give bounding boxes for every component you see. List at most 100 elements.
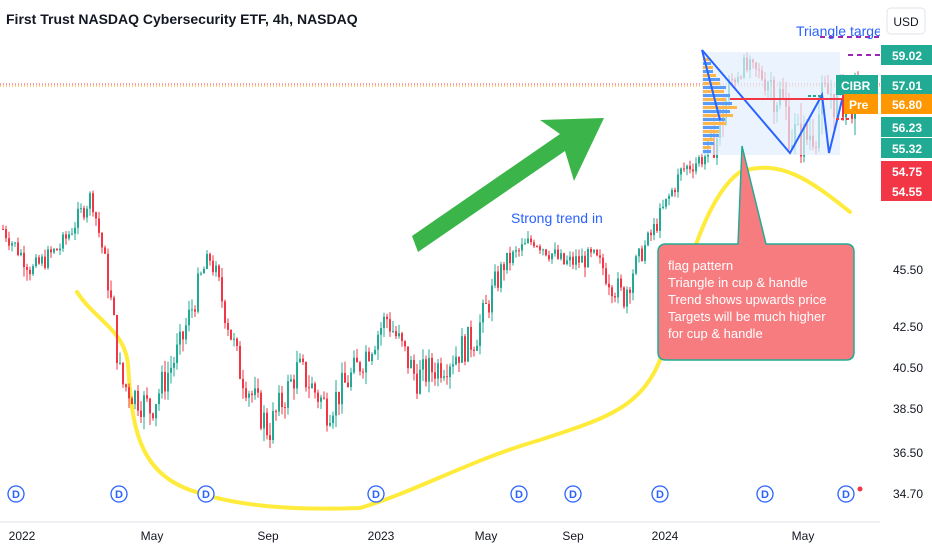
candle-body <box>539 246 541 251</box>
candle-body <box>359 362 361 372</box>
note-line-4: Targets will be much higher <box>668 309 826 324</box>
price-label-level: 56.23 <box>892 121 922 135</box>
candle-body <box>8 238 10 246</box>
candle-body <box>467 326 469 362</box>
dividend-marker[interactable] <box>756 485 774 503</box>
candle-body <box>458 356 460 363</box>
candle-body <box>338 391 340 405</box>
candle-body <box>581 255 583 263</box>
candle-body <box>293 379 295 389</box>
time-axis-ticks[interactable]: 2022 May Sep 2023 May Sep 2024 May <box>9 529 815 543</box>
candle-body <box>71 233 73 235</box>
dividend-marker[interactable] <box>367 485 385 503</box>
candle-body <box>644 245 646 261</box>
candle-body <box>497 271 499 288</box>
candle-body <box>677 174 679 193</box>
candle-body <box>689 165 691 170</box>
candle-body <box>119 362 121 364</box>
candle-body <box>440 363 442 378</box>
volume-profile-bar <box>703 78 720 81</box>
price-label-stop: 54.55 <box>892 185 922 199</box>
price-tag-bg <box>844 94 878 114</box>
price-axis-ticks: 45.50 42.50 40.50 38.50 36.50 34.70 <box>893 263 923 501</box>
candle-body <box>485 302 487 304</box>
price-label-bg <box>881 181 932 201</box>
candle-body <box>662 206 664 209</box>
candle-body <box>590 249 592 253</box>
candle-body <box>653 223 655 236</box>
candle-body <box>455 356 457 365</box>
candle-body <box>650 232 652 236</box>
candle-body <box>554 249 556 254</box>
candle-body <box>50 249 52 253</box>
candle-body <box>113 297 115 316</box>
candle-body <box>557 249 559 259</box>
dividend-marker[interactable] <box>197 485 215 503</box>
dividend-marker[interactable] <box>651 485 669 503</box>
candle-body <box>269 435 271 440</box>
candle-body <box>152 413 154 419</box>
candle-body <box>59 248 61 251</box>
y-tick-label: 45.50 <box>893 263 923 277</box>
candle-body <box>260 392 262 429</box>
candle-body <box>386 316 388 320</box>
candle-body <box>95 212 97 219</box>
candle-body <box>140 410 142 418</box>
candle-body <box>383 316 385 328</box>
volume-profile-bar <box>703 122 726 125</box>
candle-body <box>629 289 631 293</box>
candle-body <box>182 331 184 340</box>
candle-body <box>686 165 688 169</box>
candle-body <box>77 208 79 228</box>
candle-body <box>227 323 229 330</box>
candle-body <box>569 256 571 261</box>
candle-body <box>566 260 568 265</box>
price-label-bg <box>881 161 932 181</box>
price-label-last: 57.01 <box>892 79 922 93</box>
candle-body <box>401 333 403 342</box>
candle-body <box>674 189 676 193</box>
candle-body <box>323 397 325 399</box>
candle-body <box>449 366 451 378</box>
candle-body <box>524 243 526 245</box>
candle-body <box>248 393 250 398</box>
cup-and-handle-curve <box>75 165 852 511</box>
candle-body <box>239 345 241 379</box>
candle-body <box>626 289 628 307</box>
candle-body <box>596 249 598 256</box>
candle-body <box>218 265 220 278</box>
dividend-marker[interactable] <box>837 485 855 503</box>
candle-body <box>56 248 58 251</box>
candle-body <box>263 412 265 429</box>
candle-body <box>266 412 268 436</box>
price-label-bg <box>881 45 932 65</box>
candle-body <box>395 331 397 337</box>
candle-body <box>98 218 100 233</box>
volume-profile-bar <box>703 102 732 105</box>
dividend-marker[interactable] <box>564 485 582 503</box>
candle-body <box>512 251 514 264</box>
dividend-marker-label: D <box>761 489 769 501</box>
candle-body <box>20 252 22 256</box>
note-line-1: flag pattern <box>668 258 733 273</box>
candle-body <box>209 253 211 261</box>
candle-body <box>230 329 232 340</box>
dividend-marker[interactable] <box>510 485 528 503</box>
candle-body <box>179 331 181 345</box>
candle-body <box>242 378 244 389</box>
candle-body <box>668 196 670 199</box>
candle-body <box>695 163 697 172</box>
currency-button[interactable] <box>886 7 926 35</box>
volume-profile-bar <box>703 142 714 145</box>
candle-body <box>308 387 310 389</box>
dividend-marker-label: D <box>115 489 123 501</box>
dividend-alert-dot <box>857 486 863 492</box>
candle-body <box>38 257 40 264</box>
candle-body <box>371 353 373 361</box>
dividend-marker[interactable] <box>7 485 25 503</box>
dividend-marker[interactable] <box>110 485 128 503</box>
candle-body <box>143 395 145 418</box>
candle-body <box>221 277 223 302</box>
